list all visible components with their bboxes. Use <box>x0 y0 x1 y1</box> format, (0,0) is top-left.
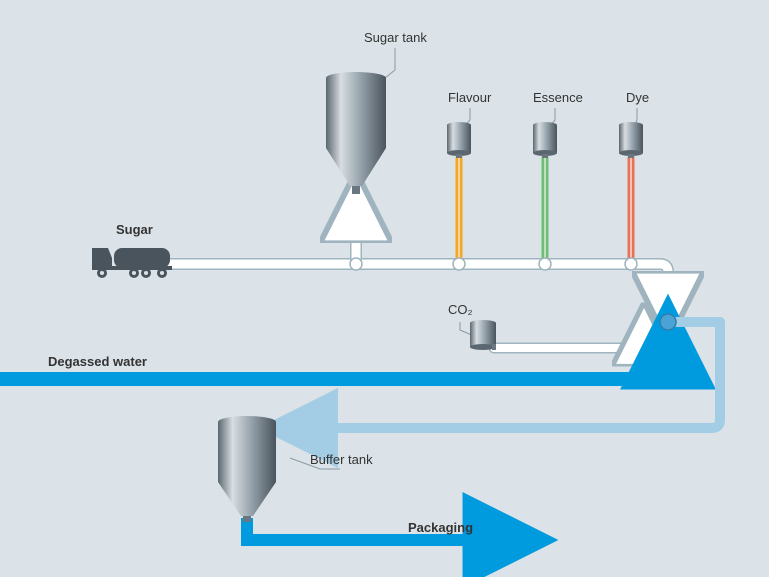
pipe-buffer-to-packaging <box>247 518 520 540</box>
label-packaging: Packaging <box>408 520 473 535</box>
dye-tank <box>619 122 643 158</box>
essence-tank <box>533 122 557 158</box>
label-dye: Dye <box>626 90 649 105</box>
co2-tank <box>470 320 496 350</box>
sugar-truck-icon <box>92 248 172 278</box>
process-diagram-canvas: Sugar tank Flavour Essence Dye Sugar CO₂… <box>0 0 769 577</box>
pipe-degassed-water <box>0 372 670 386</box>
label-sugar-tank: Sugar tank <box>364 30 427 45</box>
label-buffer-tank: Buffer tank <box>310 452 373 467</box>
label-sugar: Sugar <box>116 222 153 237</box>
label-co2: CO₂ <box>448 302 473 317</box>
label-degassed-water: Degassed water <box>48 354 147 369</box>
pipe-sugar-main <box>170 264 668 310</box>
mixing-node <box>660 314 676 330</box>
sugar-tank <box>326 72 386 194</box>
label-essence: Essence <box>533 90 583 105</box>
flavour-tank <box>447 122 471 158</box>
buffer-tank <box>218 416 276 522</box>
diagram-svg <box>0 0 769 577</box>
label-flavour: Flavour <box>448 90 491 105</box>
